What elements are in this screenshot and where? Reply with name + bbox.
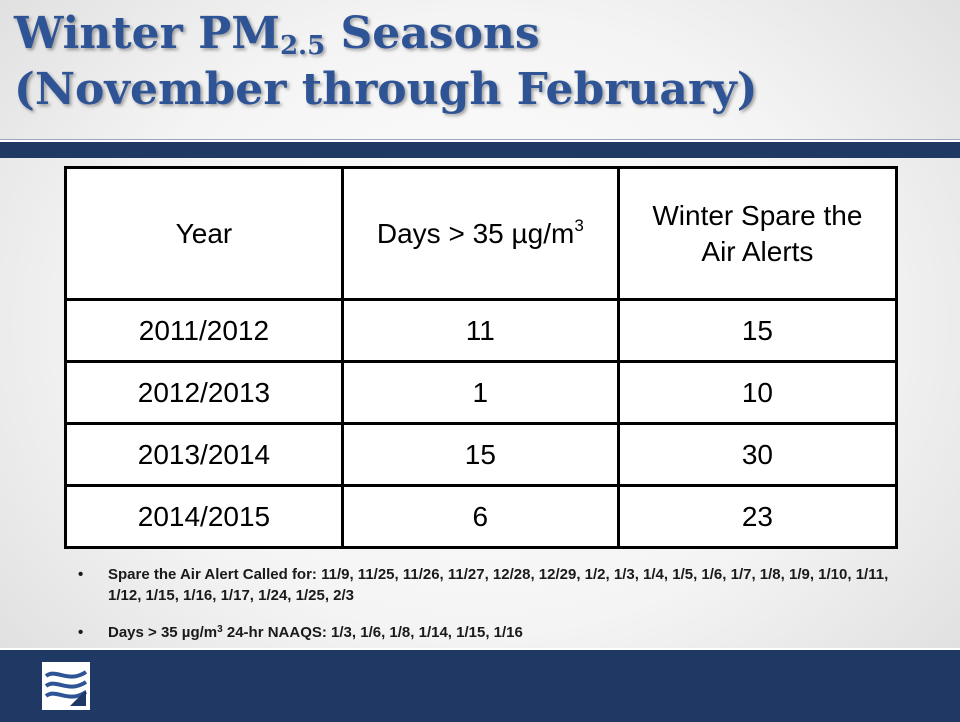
table-row: 2013/2014 15 30 xyxy=(64,422,899,487)
title-line1-prefix: Winter PM xyxy=(14,8,280,59)
header-year: Year xyxy=(64,166,344,301)
cell-alerts: 30 xyxy=(616,422,899,487)
bullet-icon: • xyxy=(78,566,84,583)
bottom-footer-band xyxy=(0,648,960,722)
header-days-superscript: 3 xyxy=(574,215,584,235)
title-line1-suffix: Seasons xyxy=(325,8,540,59)
note-exceed-prefix: Days > 35 µg/m xyxy=(108,624,218,641)
cell-alerts: 23 xyxy=(616,484,899,549)
cell-year: 2011/2012 xyxy=(64,298,344,363)
table-row: 2014/2015 6 23 xyxy=(64,484,899,549)
header-days-text: Days > 35 µg/m xyxy=(376,217,575,249)
note-exceed-suffix: 24-hr NAAQS: 1/3, 1/6, 1/8, 1/14, 1/15, … xyxy=(222,624,523,641)
winter-pm-table: Year Days > 35 µg/m3 Winter Spare the Ai… xyxy=(64,166,899,549)
cell-year: 2013/2014 xyxy=(64,422,344,487)
header-days: Days > 35 µg/m3 xyxy=(340,166,620,301)
header-alerts: Winter Spare the Air Alerts xyxy=(616,166,899,301)
cell-alerts: 15 xyxy=(616,298,899,363)
notes-list: • Spare the Air Alert Called for: 11/9, … xyxy=(78,564,898,643)
note-exceedance-days: • Days > 35 µg/m3 24-hr NAAQS: 1/3, 1/6,… xyxy=(78,622,898,643)
table-row: 2012/2013 1 10 xyxy=(64,360,899,425)
table-row: 2011/2012 11 15 xyxy=(64,298,899,363)
bullet-icon: • xyxy=(78,624,84,641)
table-header-row: Year Days > 35 µg/m3 Winter Spare the Ai… xyxy=(64,166,899,301)
top-divider-band xyxy=(0,140,960,158)
cell-alerts: 10 xyxy=(616,360,899,425)
cell-year: 2014/2015 xyxy=(64,484,344,549)
title-subscript: 2.5 xyxy=(279,31,326,61)
cell-days: 15 xyxy=(340,422,620,487)
title-line2: (November through February) xyxy=(14,64,758,115)
slide-title: Winter PM2.5 Seasons (November through F… xyxy=(14,6,758,118)
note-alert-days-text: Spare the Air Alert Called for: 11/9, 11… xyxy=(108,566,889,604)
cell-days: 1 xyxy=(340,360,620,425)
note-alert-days: • Spare the Air Alert Called for: 11/9, … xyxy=(78,564,898,606)
note-exceed-superscript: 3 xyxy=(217,624,223,635)
cell-days: 6 xyxy=(340,484,620,549)
header-alerts-text: Winter Spare the Air Alerts xyxy=(652,199,863,267)
cell-days: 11 xyxy=(340,298,620,363)
waves-logo-icon xyxy=(40,660,92,712)
cell-year: 2012/2013 xyxy=(64,360,344,425)
